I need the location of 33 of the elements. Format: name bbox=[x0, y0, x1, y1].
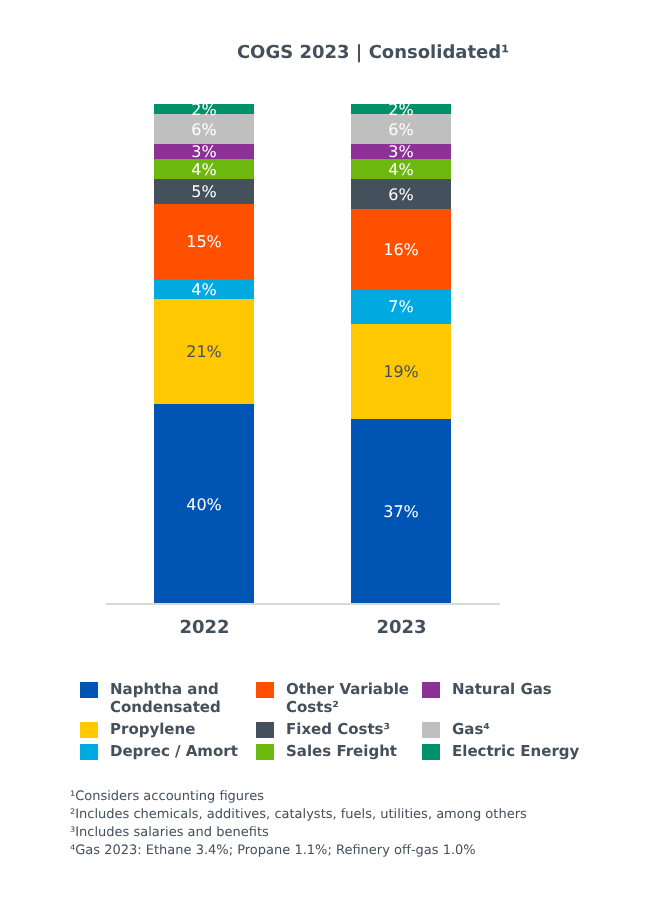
bar bbox=[154, 159, 254, 179]
bar bbox=[351, 179, 451, 209]
data-label: 6% bbox=[191, 120, 218, 139]
bar bbox=[154, 404, 254, 604]
data-label: 40% bbox=[186, 495, 223, 514]
data-label: 37% bbox=[383, 503, 420, 522]
chart-title: COGS 2023 | Consolidated¹ bbox=[234, 42, 512, 68]
bar bbox=[351, 419, 451, 604]
bar bbox=[351, 289, 451, 324]
x-tick-label: 2023 bbox=[376, 618, 427, 639]
bar bbox=[351, 114, 451, 144]
bar bbox=[154, 204, 254, 279]
data-label: 5% bbox=[191, 183, 218, 202]
bar bbox=[154, 279, 254, 299]
data-label: 4% bbox=[388, 160, 415, 179]
data-label: 3% bbox=[388, 143, 415, 162]
data-label: 4% bbox=[191, 160, 218, 179]
x-tick-label: 2022 bbox=[179, 618, 230, 639]
bar bbox=[154, 114, 254, 144]
data-label: 19% bbox=[383, 363, 420, 382]
bar bbox=[351, 324, 451, 419]
data-label: 6% bbox=[388, 120, 415, 139]
bar bbox=[351, 209, 451, 289]
bar bbox=[351, 159, 451, 179]
data-label: 4% bbox=[191, 280, 218, 299]
data-label: 3% bbox=[191, 143, 218, 162]
bar bbox=[154, 179, 254, 204]
data-label: 6% bbox=[388, 185, 415, 204]
bar bbox=[154, 299, 254, 404]
data-label: 16% bbox=[383, 240, 420, 259]
data-label: 21% bbox=[186, 343, 223, 362]
data-label: 15% bbox=[186, 233, 223, 252]
data-label: 7% bbox=[388, 298, 415, 317]
